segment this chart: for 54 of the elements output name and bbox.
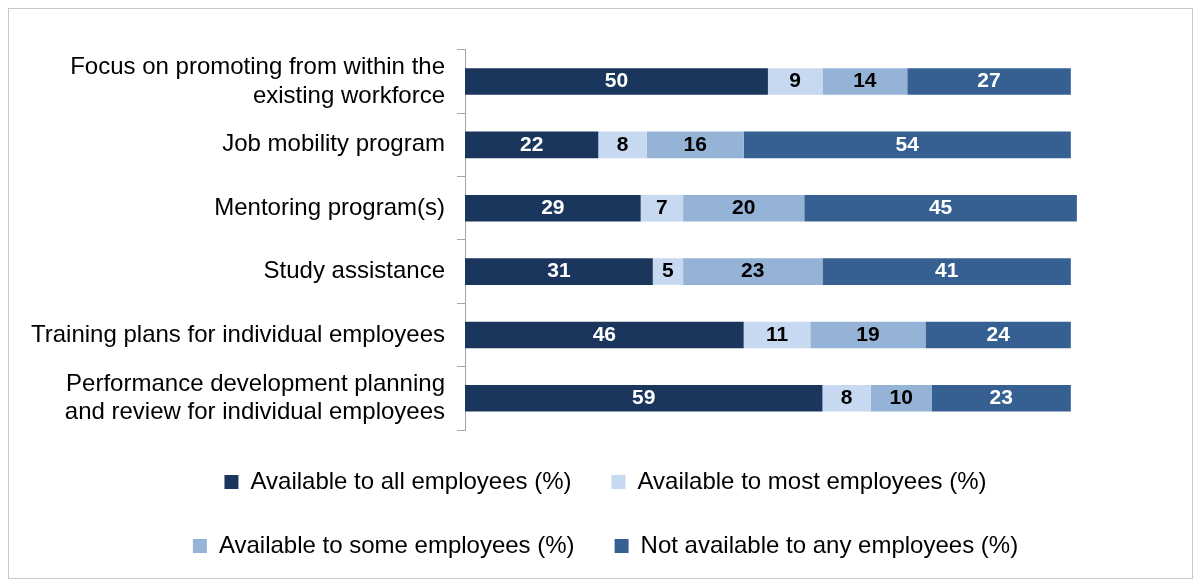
data-label: 9 [789, 68, 802, 92]
bar [465, 131, 599, 159]
data-label: 8 [840, 385, 853, 409]
y-tick-label: Focus on promoting from within the existing workforce [70, 51, 445, 108]
data-label: 5 [662, 258, 675, 282]
data-label: 50 [604, 68, 629, 92]
data-label: 8 [616, 131, 629, 155]
legend-label: Available to all employees (%) [250, 466, 572, 494]
bar [683, 194, 805, 222]
data-label: 19 [856, 321, 880, 345]
bar [804, 194, 1077, 222]
bar [465, 385, 823, 412]
bar [683, 258, 823, 285]
data-label: 7 [656, 195, 668, 219]
legend-label: Available to some employees (%) [218, 530, 575, 558]
data-label: 29 [541, 195, 565, 219]
bar [767, 68, 823, 95]
y-tick-label: Study assistance [263, 256, 445, 284]
data-label: 22 [519, 131, 544, 155]
bar [465, 68, 768, 95]
bar [465, 258, 653, 285]
bar [822, 385, 871, 412]
bar [907, 68, 1071, 95]
y-tick-label: Training plans for individual employees [31, 319, 445, 347]
y-tick-label: Performance development planning and review for individual employees [64, 368, 445, 425]
data-label: 23 [741, 258, 765, 282]
bar [465, 321, 744, 349]
bar [931, 385, 1071, 412]
bar [822, 258, 1071, 285]
bar [810, 321, 926, 349]
data-label: 45 [928, 195, 953, 219]
bar [743, 131, 1071, 159]
bar [646, 131, 744, 159]
data-label: 11 [765, 321, 789, 345]
data-label: 31 [547, 258, 571, 282]
data-label: 46 [592, 321, 617, 345]
data-label: 14 [853, 68, 877, 92]
data-label: 20 [732, 195, 756, 219]
data-label: 41 [934, 258, 959, 282]
data-label: 59 [632, 385, 656, 409]
data-label: 54 [895, 131, 920, 155]
data-label: 10 [889, 385, 913, 409]
data-label: 24 [986, 321, 1011, 345]
bar [822, 68, 908, 95]
legend-label: Not available to any employees (%) [640, 530, 1019, 558]
y-tick-label: Job mobility program [222, 129, 445, 157]
y-tick-label: Mentoring program(s) [214, 192, 445, 220]
data-label: 27 [977, 68, 1001, 92]
bar [925, 321, 1071, 349]
data-label: 16 [683, 131, 707, 155]
legend-label: Available to most employees (%) [637, 466, 987, 494]
data-label: 23 [989, 385, 1013, 409]
bar [465, 194, 641, 222]
bar [640, 194, 684, 222]
